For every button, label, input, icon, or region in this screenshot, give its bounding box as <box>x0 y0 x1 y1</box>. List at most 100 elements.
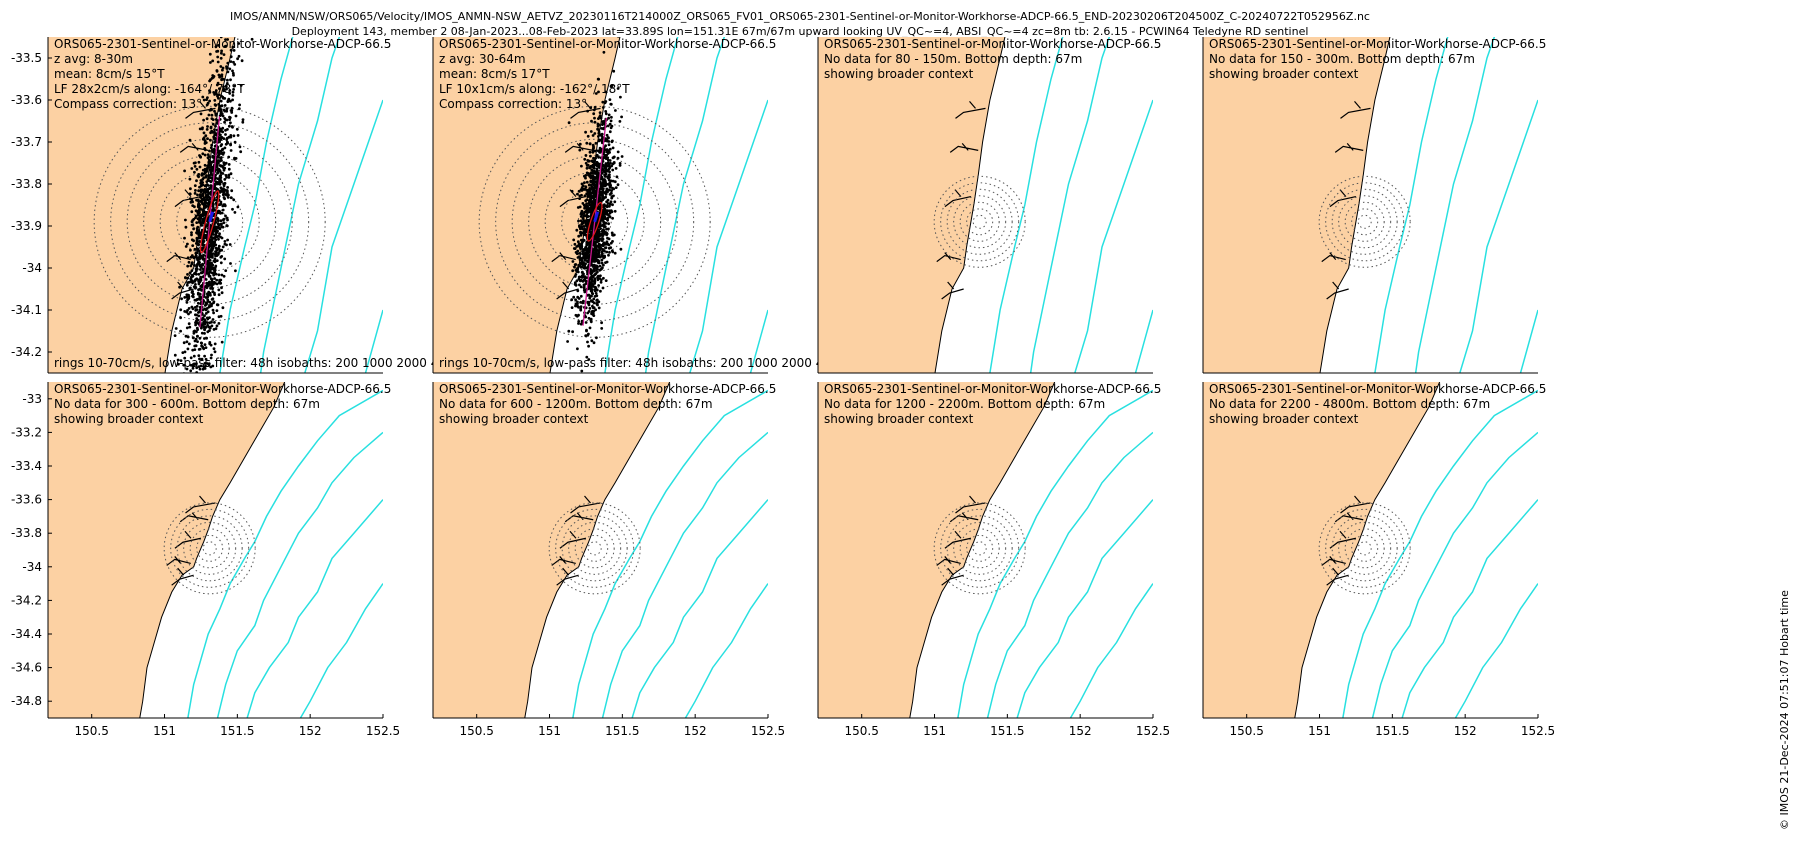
scatter-point <box>186 347 190 351</box>
scatter-point <box>593 132 597 135</box>
scatter-point <box>206 153 210 157</box>
scatter-point <box>597 90 600 94</box>
scatter-point <box>614 109 617 112</box>
scatter-point <box>194 298 198 302</box>
scatter-point <box>588 150 592 154</box>
scatter-point <box>573 242 577 246</box>
scatter-point <box>183 169 187 173</box>
scatter-point <box>177 362 180 366</box>
scatter-point <box>571 330 574 334</box>
scatter-point <box>201 198 205 202</box>
mean-vector-arrow <box>208 211 215 223</box>
scatter-point <box>590 259 594 262</box>
variance-ellipse <box>586 201 603 242</box>
scatter-point <box>208 270 212 274</box>
scatter-point <box>194 313 197 317</box>
estuary-1 <box>1321 556 1346 566</box>
scatter-point <box>188 138 192 142</box>
scatter-point <box>598 194 602 198</box>
scatter-point <box>192 217 196 221</box>
scatter-point <box>203 354 207 358</box>
scatter-point <box>585 141 589 145</box>
scatter-point <box>231 98 235 102</box>
scatter-point <box>187 322 191 326</box>
scatter-point <box>201 256 205 260</box>
scatter-point <box>598 111 602 114</box>
scatter-point <box>225 118 229 122</box>
scatter-point <box>176 358 180 362</box>
scatter-point <box>199 268 202 271</box>
scatter-point <box>592 341 596 345</box>
scatter-point <box>214 89 218 92</box>
scatter-point <box>583 231 587 235</box>
scatter-point <box>228 92 232 95</box>
scatter-point <box>200 326 203 330</box>
scatter-point <box>610 231 614 235</box>
scatter-point <box>596 77 600 81</box>
scatter-point <box>193 264 196 267</box>
isobath-1 <box>601 431 768 718</box>
scatter-point <box>211 76 215 79</box>
scatter-point <box>210 261 214 265</box>
scatter-point <box>189 363 193 367</box>
isobath-0 <box>1342 389 1538 718</box>
x-tick-label: 150.5 <box>1230 724 1264 738</box>
scatter-point <box>212 273 216 277</box>
panel-annotation-line: Compass correction: 13° <box>54 97 202 111</box>
land-area <box>818 382 1056 718</box>
scatter-point <box>589 242 592 246</box>
scatter-point <box>580 193 583 197</box>
scatter-point <box>591 143 595 147</box>
scatter-point <box>592 166 596 170</box>
scatter-point <box>186 276 190 280</box>
scatter-point <box>213 93 217 96</box>
scatter-point <box>591 150 595 154</box>
scatter-point <box>210 113 214 117</box>
scatter-point <box>215 122 219 125</box>
scatter-point <box>194 214 198 218</box>
scatter-point <box>579 305 583 309</box>
scatter-point <box>615 175 619 179</box>
isobath-3 <box>1454 583 1538 718</box>
scatter-point <box>579 212 583 216</box>
land-area <box>818 37 1006 373</box>
scatter-point <box>222 53 226 56</box>
scatter-point <box>574 298 577 302</box>
scatter-point <box>578 142 582 146</box>
scatter-point <box>223 163 226 167</box>
scatter-point <box>226 100 230 103</box>
scatter-point <box>213 277 217 280</box>
y-tick-label: -33.7 <box>11 135 42 149</box>
scatter-point <box>219 25 222 28</box>
scatter-point <box>220 94 223 98</box>
scatter-point <box>592 248 596 252</box>
scatter-point <box>223 242 227 246</box>
scatter-point <box>604 246 608 250</box>
scatter-point <box>218 178 222 182</box>
panel-7-plot <box>818 382 1153 718</box>
scatter-point <box>204 346 208 349</box>
scatter-point <box>222 85 225 89</box>
scatter-point <box>587 344 590 348</box>
scatter-point <box>224 133 227 136</box>
scatter-point <box>217 247 221 251</box>
panel-1-plot <box>48 25 383 380</box>
estuary-0 <box>1326 567 1349 586</box>
scatter-point <box>588 278 592 281</box>
scatter-point <box>217 96 220 100</box>
scatter-point <box>597 251 601 255</box>
scatter-point <box>598 248 602 252</box>
scatter-point <box>230 189 234 193</box>
scatter-point <box>209 184 213 187</box>
scatter-point <box>204 357 208 361</box>
scatter-point <box>592 242 596 246</box>
scatter-point <box>587 173 590 177</box>
scatter-point <box>208 341 212 344</box>
isobath-2 <box>1459 99 1538 373</box>
velocity-ring-2 <box>176 188 244 256</box>
scatter-point <box>210 324 214 328</box>
scatter-point <box>606 136 610 139</box>
scatter-point <box>188 377 191 380</box>
scatter-point <box>596 176 599 180</box>
scatter-point <box>204 278 208 281</box>
